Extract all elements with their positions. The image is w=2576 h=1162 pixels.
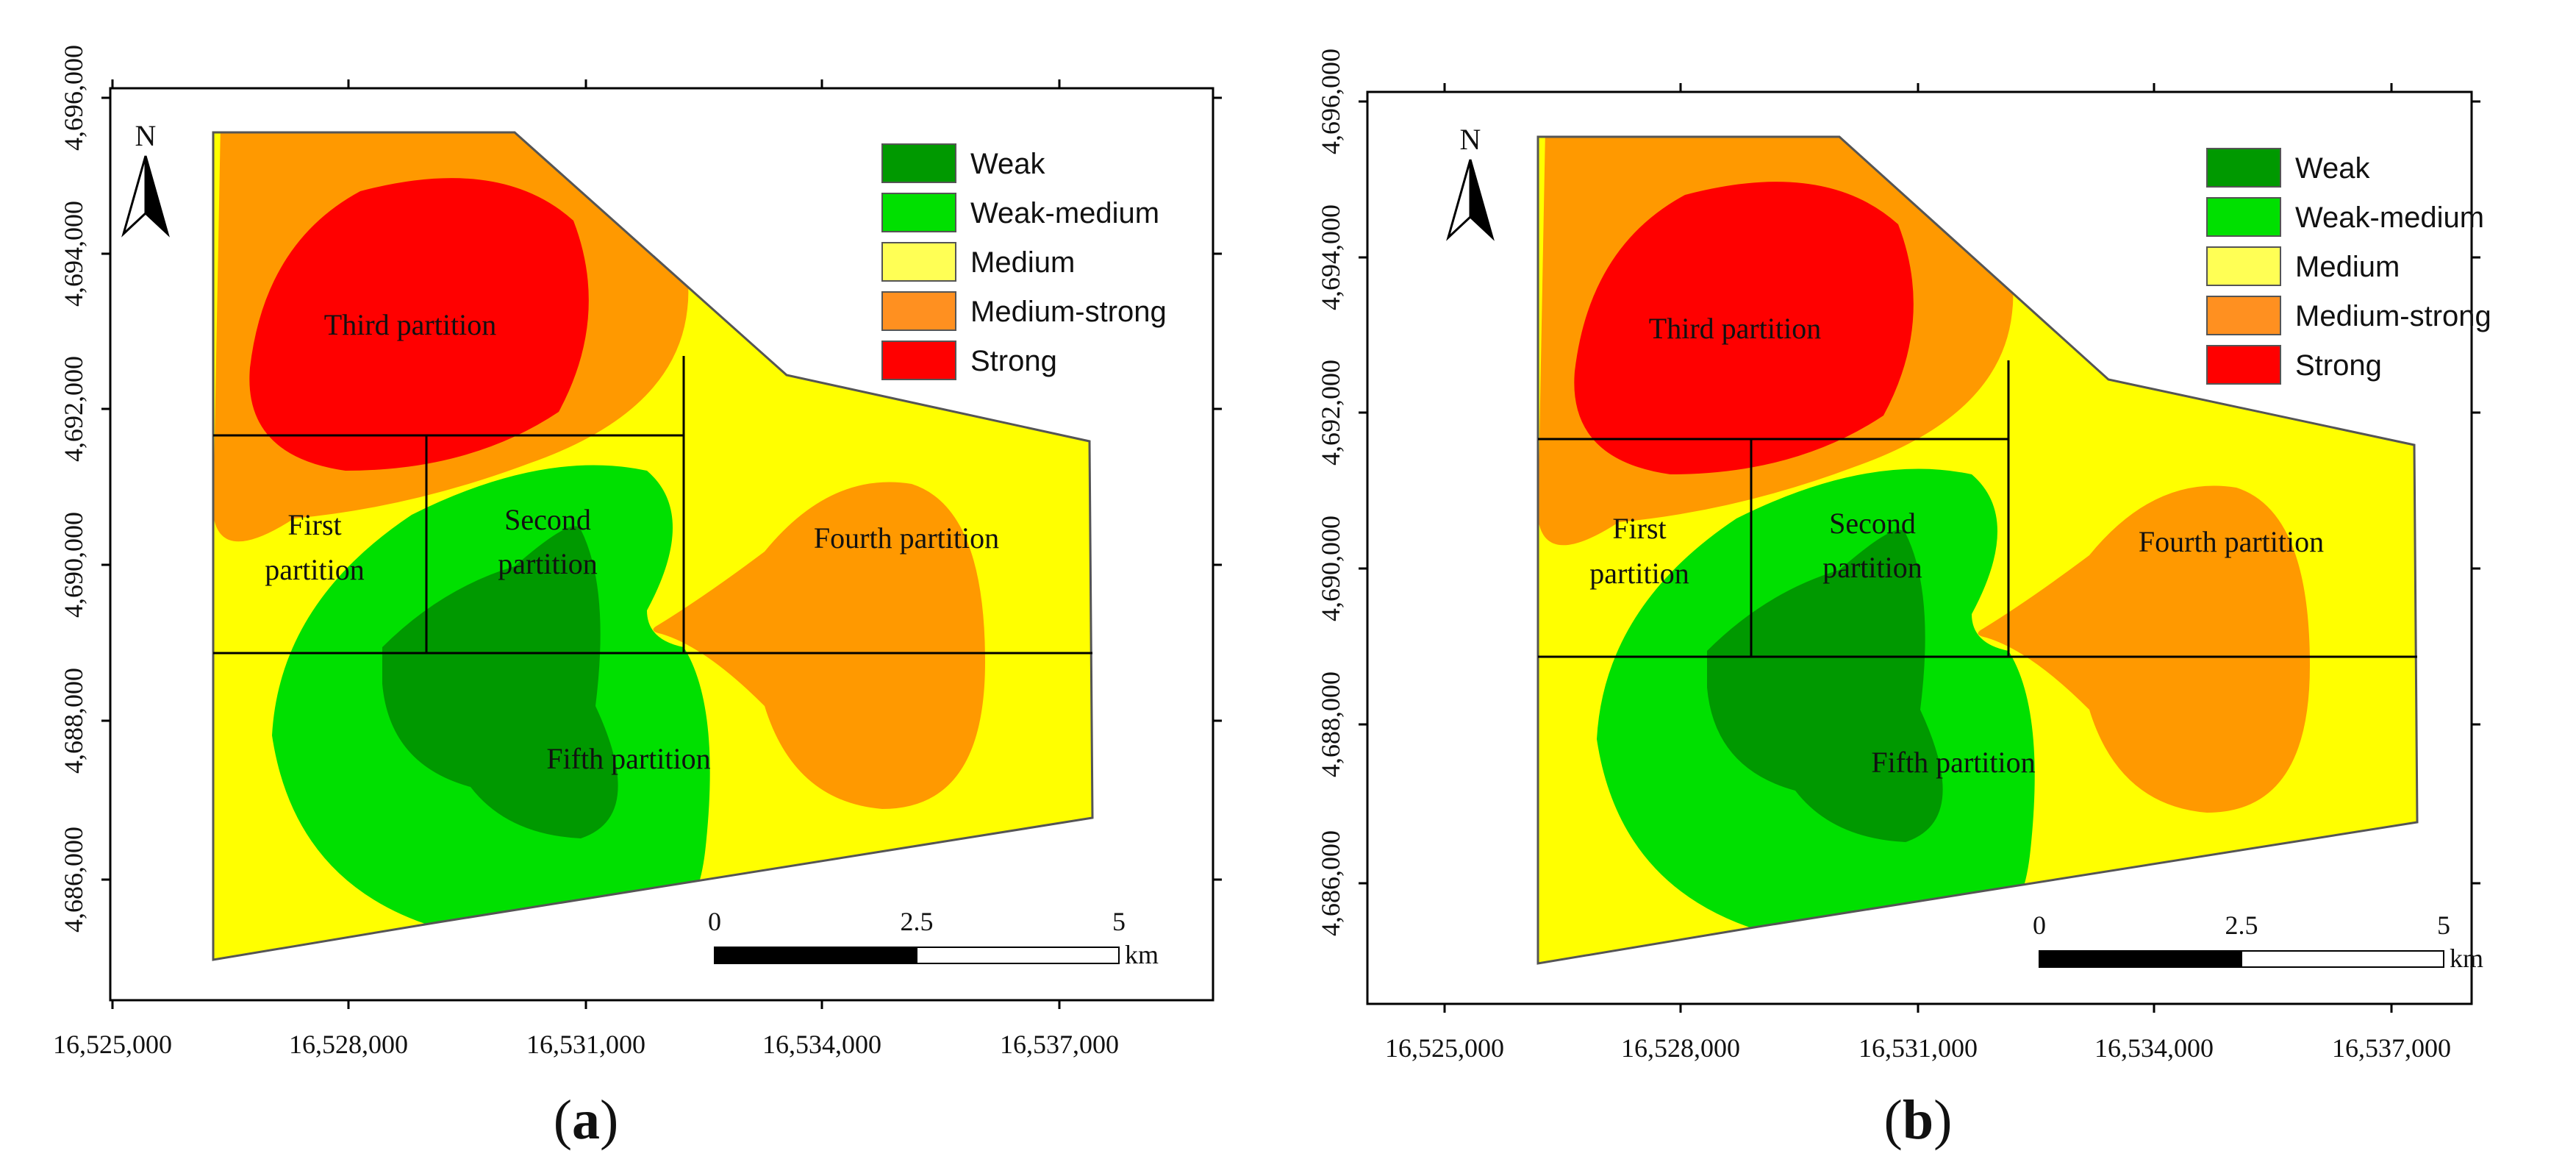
scale-label: 2.5 <box>901 907 934 936</box>
y-axis: 4,696,000 4,694,000 4,692,000 4,690,000 … <box>59 45 1222 933</box>
third-partition-label: Third partition <box>1649 312 1821 345</box>
fifth-partition-label: Fifth partition <box>546 742 710 775</box>
y-tick-label: 4,694,000 <box>1316 204 1345 310</box>
legend-label: Weak-medium <box>2295 202 2484 234</box>
y-tick-label: 4,690,000 <box>59 512 88 618</box>
second-partition-label: Second <box>504 503 591 536</box>
legend-label: Strong <box>2295 349 2382 382</box>
zone-medium-strong-east <box>653 482 985 809</box>
study-area <box>213 132 1092 960</box>
x-axis: 16,525,000 16,528,000 16,531,000 16,534,… <box>1385 83 2451 1063</box>
legend-swatch-strong <box>881 341 956 380</box>
y-tick-label: 4,694,000 <box>59 201 88 307</box>
scale-bar: 0 2.5 5 km <box>708 907 1159 969</box>
partition-lines <box>213 356 1092 655</box>
x-tick-label: 16,537,000 <box>2332 1033 2451 1063</box>
study-boundary <box>212 131 1094 961</box>
first-partition-label: partition <box>1589 557 1689 590</box>
svg-text:N: N <box>135 119 157 152</box>
x-tick-label: 16,537,000 <box>1000 1030 1119 1059</box>
zone-weak <box>1707 530 1943 842</box>
north-arrow-icon: N <box>1446 123 1495 241</box>
y-tick-label: 4,692,000 <box>59 356 88 462</box>
zone-strong <box>249 178 589 471</box>
y-tick-label: 4,696,000 <box>1316 49 1345 154</box>
panel-label-a: (a) <box>554 1089 619 1151</box>
legend-swatch-weak <box>2206 148 2281 188</box>
first-partition-label: First <box>287 508 341 541</box>
scale-label: 0 <box>2033 910 2046 940</box>
legend-label: Medium-strong <box>2295 300 2491 332</box>
legend-label: Strong <box>970 345 1057 377</box>
second-partition-label: partition <box>498 547 598 580</box>
first-partition-label: First <box>1612 512 1666 545</box>
legend-swatch-weak-medium <box>881 193 956 232</box>
y-tick-label: 4,692,000 <box>1316 360 1345 466</box>
y-axis: 4,696,000 4,694,000 4,692,000 4,690,000 … <box>1316 49 2480 936</box>
panel-label-b: (b) <box>1884 1089 1953 1151</box>
x-tick-label: 16,531,000 <box>1858 1033 1978 1063</box>
map-panel-b: 4,696,000 4,694,000 4,692,000 4,690,000 … <box>1288 0 2576 1162</box>
study-boundary <box>1536 135 2419 965</box>
scale-bar: 0 2.5 5 km <box>2033 910 2483 973</box>
legend-swatch-medium-strong <box>2206 296 2281 335</box>
y-tick-label: 4,690,000 <box>1316 516 1345 621</box>
third-partition-label: Third partition <box>324 308 496 341</box>
legend: Weak Weak-medium Medium Medium-strong St… <box>881 143 1167 380</box>
legend-swatch-weak <box>881 143 956 183</box>
x-tick-label: 16,531,000 <box>526 1030 645 1059</box>
scale-label: 2.5 <box>2225 910 2258 940</box>
legend-label: Medium-strong <box>970 296 1167 328</box>
y-tick-label: 4,688,000 <box>59 668 88 774</box>
y-tick-label: 4,686,000 <box>59 827 88 933</box>
fourth-partition-label: Fourth partition <box>2139 525 2324 558</box>
zone-strong <box>1574 182 1914 474</box>
map-panel-a: 4,696,000 4,694,000 4,692,000 4,690,000 … <box>53 45 1222 1151</box>
legend-label: Medium <box>2295 251 2400 283</box>
fourth-partition-label: Fourth partition <box>814 521 999 555</box>
scale-unit: km <box>2450 944 2483 973</box>
svg-text:N: N <box>1460 123 1481 156</box>
second-partition-label: Second <box>1829 507 1916 540</box>
x-tick-label: 16,528,000 <box>289 1030 408 1059</box>
fifth-partition-label: Fifth partition <box>1871 746 2035 779</box>
north-arrow-icon: N <box>121 119 170 238</box>
second-partition-label: partition <box>1822 551 1922 584</box>
zone-medium-strong-east <box>1978 485 2310 813</box>
zone-weak <box>382 526 618 838</box>
legend-label: Medium <box>970 246 1075 279</box>
legend-swatch-medium <box>2206 246 2281 286</box>
x-tick-label: 16,528,000 <box>1621 1033 1740 1063</box>
first-partition-label: partition <box>265 553 365 586</box>
scale-unit: km <box>1125 940 1159 969</box>
x-tick-label: 16,525,000 <box>53 1030 172 1059</box>
y-tick-label: 4,696,000 <box>59 45 88 151</box>
partition-lines <box>1538 360 2417 658</box>
x-tick-label: 16,534,000 <box>762 1030 881 1059</box>
legend-label: Weak <box>2295 152 2371 185</box>
x-axis: 16,525,000 16,528,000 16,531,000 16,534,… <box>53 79 1119 1059</box>
map-figure-b: 4,696,000 4,694,000 4,692,000 4,690,000 … <box>1316 49 2491 1151</box>
map-figure-a: 4,696,000 4,694,000 4,692,000 4,690,000 … <box>53 45 1222 1151</box>
legend-label: Weak-medium <box>970 197 1159 229</box>
x-tick-label: 16,525,000 <box>1385 1033 1504 1063</box>
legend-swatch-medium-strong <box>881 291 956 331</box>
legend-swatch-strong <box>2206 345 2281 385</box>
scale-label: 0 <box>708 907 721 936</box>
legend-label: Weak <box>970 148 1046 180</box>
scale-label: 5 <box>1112 907 1126 936</box>
y-tick-label: 4,688,000 <box>1316 671 1345 777</box>
legend-swatch-medium <box>881 242 956 282</box>
x-tick-label: 16,534,000 <box>2094 1033 2214 1063</box>
scale-label: 5 <box>2437 910 2450 940</box>
legend: Weak Weak-medium Medium Medium-strong St… <box>2206 148 2491 385</box>
legend-swatch-weak-medium <box>2206 197 2281 237</box>
study-area <box>1538 137 2417 963</box>
y-tick-label: 4,686,000 <box>1316 830 1345 936</box>
